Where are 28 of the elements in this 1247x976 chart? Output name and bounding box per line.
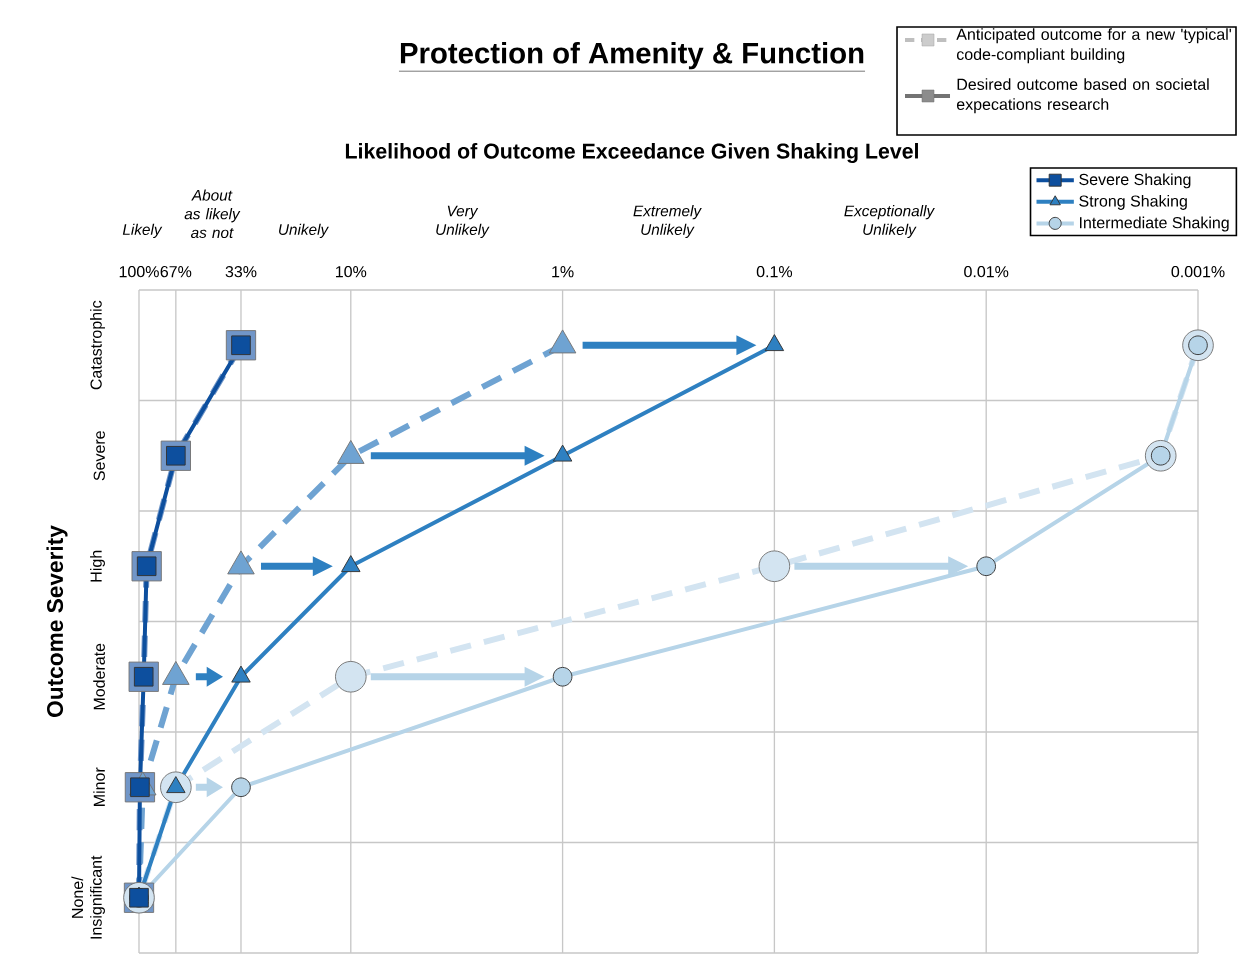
legend-label: Strong Shaking (1079, 195, 1187, 210)
text: Anticipated outcome for a new 'typical' code-compliant building (956, 28, 1232, 64)
x-tick-label: 0.001% (1171, 265, 1225, 278)
y-tick-label: High (90, 550, 105, 582)
text: Unikely (279, 223, 329, 239)
y-tick-label: Catastrophic (90, 300, 105, 390)
y-tick-label: Moderate (93, 643, 105, 710)
y-tick-label: None/ Insignificant (71, 855, 105, 939)
y-tick-label: Minor (93, 767, 105, 806)
x-tick-label: 33% (225, 265, 257, 278)
y-axis-title: Outcome Severity (46, 525, 68, 717)
legend-label: Intermediate Shaking (1079, 216, 1229, 232)
text: Very Unlikely (436, 205, 490, 239)
x-tick-label: 67% (160, 265, 192, 278)
text: Desired outcome based on societal expecations research (956, 78, 1209, 114)
text: About as likely as not (184, 189, 241, 239)
text: Exceptionally Unlikely (844, 205, 935, 239)
x-tick-label: 100% (119, 265, 159, 278)
chart-subtitle: Likelihood of Outcome Exceedance Given Shaking Level (345, 143, 918, 163)
x-tick-label: 1% (552, 266, 574, 278)
chart-title: Protection of Amenity & Function (400, 41, 864, 70)
x-tick-label: 0.01% (964, 265, 1009, 278)
x-tick-label: 0.1% (756, 265, 793, 278)
x-tick-label: 10% (336, 265, 367, 278)
legend-label: Severe Shaking (1079, 173, 1191, 189)
y-tick-label: Severe (93, 431, 105, 481)
text: Likely (122, 223, 163, 239)
text: Extremely Unlikely (633, 205, 702, 239)
